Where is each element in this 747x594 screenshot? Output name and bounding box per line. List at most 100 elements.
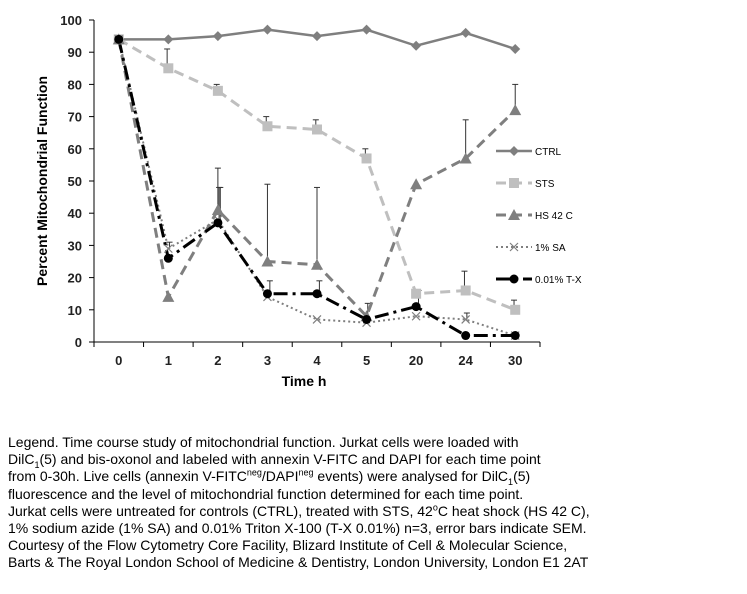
caption-text: 1% sodium azide (1% SA) and 0.01% Triton… xyxy=(8,520,587,537)
caption-text: Courtesy of the Flow Cytometry Core Faci… xyxy=(8,537,568,554)
x-tick-label: 24 xyxy=(458,353,473,368)
series-line-hs-42-c xyxy=(117,39,517,319)
error-bars xyxy=(164,48,519,323)
data-point-hs-42-c xyxy=(261,255,274,267)
data-point-ctrl xyxy=(262,24,273,35)
legend-label-0-01-t-x: 0.01% T-X xyxy=(535,275,582,286)
caption-sup: neg xyxy=(246,467,262,478)
x-tick-label: 0 xyxy=(115,353,122,368)
y-tick-label: 40 xyxy=(68,206,82,221)
caption-line: DilC1(5) and bis-oxonol and labeled with… xyxy=(8,451,743,470)
data-point-sts xyxy=(163,63,174,74)
legend-marker-hs-42-c xyxy=(508,209,520,220)
legend: CTRL STS HS 42 C 1% SA 0.01% T-X xyxy=(496,146,582,286)
data-point-hs-42-c xyxy=(459,152,472,164)
x-tick-label: 2 xyxy=(214,353,221,368)
data-point-0-01-t-x xyxy=(213,218,223,228)
caption-text: (5) xyxy=(513,468,531,485)
data-point-0-01-t-x xyxy=(163,253,173,263)
data-point-hs-42-c xyxy=(211,203,224,215)
data-point-hs-42-c xyxy=(311,258,323,270)
legend-marker-ctrl xyxy=(509,146,519,156)
data-point-ctrl xyxy=(510,43,521,54)
y-tick-label: 20 xyxy=(68,271,82,286)
series-line-1-sa xyxy=(117,39,516,337)
caption-line: from 0-30h. Live cells (annexin V-FITCne… xyxy=(8,467,743,488)
data-point-sts xyxy=(312,124,322,135)
y-tick-label: 10 xyxy=(68,303,82,318)
figure-caption: Legend. Time course study of mitochondri… xyxy=(8,434,743,572)
data-point-0-01-t-x xyxy=(510,331,520,341)
data-point-ctrl xyxy=(361,24,372,35)
data-point-1-sa xyxy=(163,244,173,254)
y-tick-label: 70 xyxy=(68,110,82,125)
data-point-ctrl xyxy=(411,40,422,51)
data-point-hs-42-c xyxy=(410,178,423,190)
legend-marker-1-sa xyxy=(509,242,519,252)
y-tick-label: 0 xyxy=(75,335,82,350)
x-tick-label: 5 xyxy=(363,353,370,368)
data-point-sts xyxy=(460,285,471,296)
caption-sub: 1 xyxy=(34,460,40,470)
caption-text: Barts & The Royal London School of Medic… xyxy=(8,554,589,571)
caption-line: Legend. Time course study of mitochondri… xyxy=(8,434,743,451)
line-chart: 0 10 20 30 40 50 60 70 80 90 100 0 1 2 3 4 5 20 24 30 Time… xyxy=(34,13,582,389)
series-markers xyxy=(112,24,522,341)
caption-sup: neg xyxy=(298,467,314,478)
legend-marker-sts xyxy=(509,178,519,188)
caption-line: Courtesy of the Flow Cytometry Core Faci… xyxy=(8,537,743,554)
y-tick-label: 60 xyxy=(68,142,82,157)
y-tick-label: 50 xyxy=(68,174,82,189)
legend-label-hs-42-c: HS 42 C xyxy=(535,211,573,222)
x-tick-label: 1 xyxy=(165,353,172,368)
y-tick-label: 30 xyxy=(68,238,82,253)
x-axis-ticks: 0 1 2 3 4 5 20 24 30 xyxy=(93,342,541,368)
caption-line: Barts & The Royal London School of Medic… xyxy=(8,554,743,571)
data-point-sts xyxy=(411,288,422,299)
x-axis-title: Time h xyxy=(282,373,327,389)
caption-text: C heat shock (HS 42 C), xyxy=(437,502,590,519)
caption-text: (5) and bis-oxonol and labeled with anne… xyxy=(39,451,541,468)
data-point-sts xyxy=(262,121,273,132)
data-point-hs-42-c xyxy=(509,104,522,116)
caption-line: fluorescence and the level of mitochondr… xyxy=(8,486,743,503)
data-point-sts xyxy=(361,153,372,164)
x-tick-label: 4 xyxy=(313,353,321,368)
caption-line: Jurkat cells were untreated for controls… xyxy=(8,503,743,520)
x-tick-label: 30 xyxy=(508,353,522,368)
series-line-0-01-t-x xyxy=(117,38,516,338)
data-point-0-01-t-x xyxy=(362,314,372,324)
x-tick-label: 3 xyxy=(264,353,271,368)
y-tick-label: 80 xyxy=(68,77,82,92)
caption-text: from 0-30h. Live cells (annexin V-FITC xyxy=(8,468,247,485)
series-line-sts xyxy=(118,38,516,312)
data-point-0-01-t-x xyxy=(312,289,322,299)
data-point-hs-42-c xyxy=(162,290,175,302)
y-axis-title: Percent Mitochondrial Function xyxy=(34,76,50,286)
caption-text: events) were analysed for DilC xyxy=(313,468,509,485)
caption-sup: o xyxy=(432,502,438,513)
y-axis-ticks: 0 10 20 30 40 50 60 70 80 90 100 xyxy=(60,13,94,350)
data-point-sts xyxy=(510,304,521,315)
data-point-1-sa xyxy=(411,311,421,321)
data-point-1-sa xyxy=(461,315,471,324)
data-point-ctrl xyxy=(212,31,223,42)
caption-text: Jurkat cells were untreated for controls… xyxy=(8,502,433,519)
caption-text: Legend. Time course study of mitochondri… xyxy=(8,434,519,450)
caption-line: 1% sodium azide (1% SA) and 0.01% Triton… xyxy=(8,520,743,537)
data-point-ctrl xyxy=(312,31,322,42)
data-point-ctrl xyxy=(460,27,471,38)
x-tick-label: 20 xyxy=(409,353,423,368)
caption-sub: 1 xyxy=(508,477,514,488)
caption-text: fluorescence and the level of mitochondr… xyxy=(8,485,524,502)
legend-label-1-sa: 1% SA xyxy=(535,243,566,254)
data-point-sts xyxy=(212,85,223,96)
legend-marker-0-01-t-x xyxy=(509,274,519,284)
data-point-0-01-t-x xyxy=(262,289,272,299)
data-point-ctrl xyxy=(163,34,174,45)
legend-label-ctrl: CTRL xyxy=(535,147,562,158)
legend-label-sts: STS xyxy=(535,179,555,190)
caption-text: /DAPI xyxy=(261,468,299,485)
y-tick-label: 90 xyxy=(68,45,82,60)
data-point-0-01-t-x xyxy=(461,331,471,341)
